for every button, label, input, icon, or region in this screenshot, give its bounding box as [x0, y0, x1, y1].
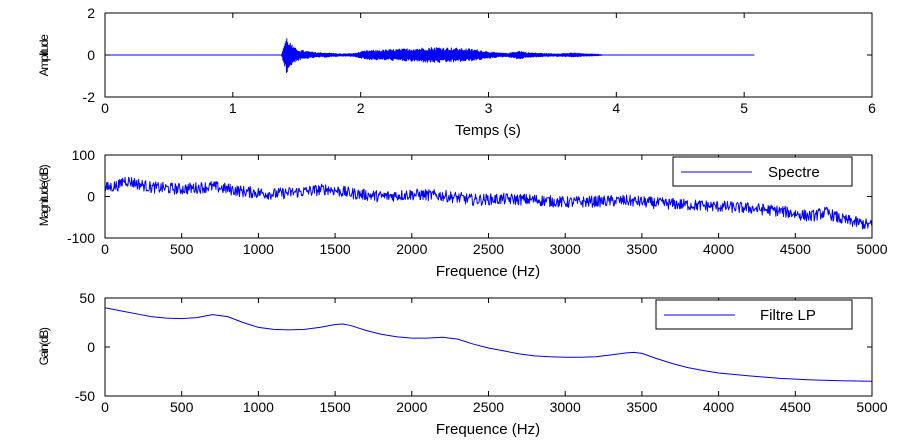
filter-gain-ytick-label: 0: [87, 339, 95, 355]
filter-gain-legend-label: Filtre LP: [760, 307, 816, 324]
filter-gain-xtick-label: 5000: [856, 399, 887, 415]
time-signal-xlabel: Temps (s): [455, 122, 521, 139]
spectrum-xtick-label: 3500: [626, 241, 657, 257]
filter-gain-xtick-label: 500: [170, 399, 194, 415]
time-signal-xtick-label: 2: [357, 100, 365, 116]
spectrum-xtick-label: 2000: [396, 241, 427, 257]
filter-gain-xtick-label: 3500: [626, 399, 657, 415]
spectrum-xtick-label: 2500: [473, 241, 504, 257]
filter-gain-xtick-label: 4500: [780, 399, 811, 415]
filter-gain-xtick-label: 1500: [320, 399, 351, 415]
spectrum-ytick-label: 100: [72, 147, 96, 163]
spectrum-xtick-label: 5000: [856, 241, 887, 257]
time-signal-xtick-label: 4: [612, 100, 620, 116]
filter-gain-xtick-label: 2500: [473, 399, 504, 415]
filter-gain-ytick-label: 50: [79, 290, 95, 306]
time-signal-subplot: Amplitude Temps (s) 0 1 2 3 4 5 6 -2 0 2: [37, 5, 876, 139]
spectrum-ytick-label: -100: [67, 230, 95, 246]
time-signal-ytick-label: 2: [87, 5, 95, 21]
spectrum-series-line: [105, 176, 872, 230]
spectrum-xtick-label: 1000: [243, 241, 274, 257]
time-signal-xtick-label: 0: [101, 100, 109, 116]
filter-gain-xtick-label: 4000: [703, 399, 734, 415]
spectrum-ylabel: Magnitude(dB): [37, 164, 51, 226]
time-signal-series-line: [105, 38, 755, 73]
filter-gain-xtick-label: 3000: [550, 399, 581, 415]
spectrum-xtick-label: 3000: [550, 241, 581, 257]
spectrum-xtick-label: 1500: [320, 241, 351, 257]
filter-gain-subplot: Gain(dB) Frequence (Hz) 0 500 1000 1500 2000…: [37, 290, 888, 438]
spectrum-xtick-label: 500: [170, 241, 194, 257]
filter-gain-legend: Filtre LP: [655, 299, 853, 330]
filter-gain-series-line: [105, 307, 872, 382]
time-signal-ylabel: Amplitude: [37, 34, 51, 76]
filter-gain-xtick-label: 2000: [396, 399, 427, 415]
time-signal-xtick-label: 3: [485, 100, 493, 116]
time-signal-ytick-label: 0: [87, 47, 95, 63]
spectrum-xlabel: Frequence (Hz): [436, 263, 540, 280]
filter-gain-ytick-label: -50: [75, 388, 95, 404]
time-signal-ytick-label: -2: [83, 89, 96, 105]
filter-gain-xtick-label: 0: [101, 399, 109, 415]
time-signal-xtick-label: 1: [229, 100, 237, 116]
filter-gain-xtick-label: 1000: [243, 399, 274, 415]
time-signal-xtick-label: 6: [868, 100, 876, 116]
spectrum-xtick-label: 4000: [703, 241, 734, 257]
filter-gain-xlabel: Frequence (Hz): [436, 421, 540, 438]
spectrum-legend-label: Spectre: [768, 164, 820, 181]
spectrum-xtick-label: 4500: [780, 241, 811, 257]
spectrum-xtick-label: 0: [101, 241, 109, 257]
spectrum-legend: Spectre: [672, 156, 853, 187]
filter-gain-ylabel: Gain(dB): [37, 327, 51, 365]
spectrum-subplot: Magnitude(dB) Frequence (Hz) 0 500 1000 150…: [37, 147, 888, 280]
time-signal-xtick-label: 5: [740, 100, 748, 116]
spectrum-ytick-label: 0: [87, 189, 95, 205]
